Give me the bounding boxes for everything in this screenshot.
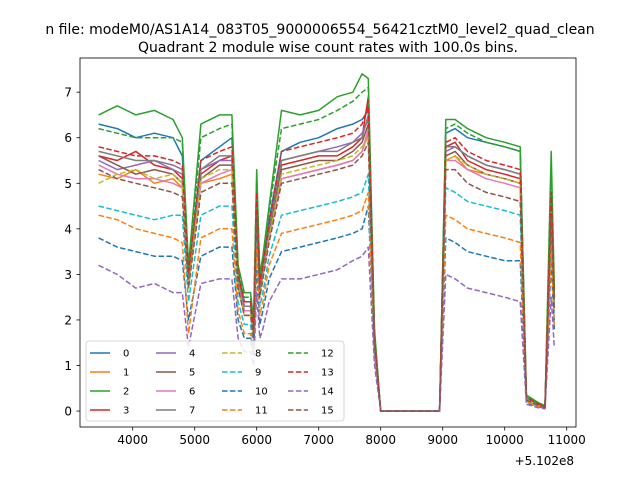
y-tick-label: 7	[64, 86, 72, 100]
legend-label-9: 9	[255, 368, 261, 379]
x-tick-label: 5000	[179, 433, 210, 447]
series-line-15	[98, 141, 556, 412]
series-group	[98, 73, 556, 412]
y-tick-label: 1	[64, 359, 72, 373]
x-tick-label: 11000	[548, 433, 586, 447]
x-tick-label: 9000	[427, 433, 458, 447]
y-tick-label: 2	[64, 313, 72, 327]
legend-box	[85, 340, 345, 422]
x-tick-label: 6000	[241, 433, 272, 447]
series-line-12	[98, 86, 556, 412]
y-tick-label: 3	[64, 268, 72, 282]
series-line-6	[98, 127, 556, 412]
legend-label-2: 2	[123, 387, 129, 398]
legend-label-4: 4	[189, 349, 195, 360]
x-tick-label: 7000	[303, 433, 334, 447]
legend-label-11: 11	[255, 406, 268, 417]
chart-suptitle: n file: modeM0/AS1A14_083T05_9000006554_…	[45, 22, 594, 38]
legend-label-10: 10	[255, 387, 268, 398]
legend-label-1: 1	[123, 368, 129, 379]
legend-label-0: 0	[123, 349, 129, 360]
y-tick-label: 4	[64, 222, 72, 236]
series-line-10	[98, 205, 556, 412]
legend-label-14: 14	[321, 387, 334, 398]
legend-label-13: 13	[321, 368, 334, 379]
series-line-13	[98, 105, 556, 412]
legend-label-12: 12	[321, 349, 334, 360]
chart-title: Quadrant 2 module wise count rates with …	[138, 40, 518, 56]
series-line-14	[98, 246, 556, 412]
legend-label-7: 7	[189, 406, 195, 417]
legend-label-15: 15	[321, 406, 334, 417]
y-tick-label: 5	[64, 177, 72, 191]
legend-label-3: 3	[123, 406, 129, 417]
y-tick-label: 0	[64, 405, 72, 419]
plot-area: 4000 5000 6000 7000 8000 9000 10000 11000012345…	[64, 57, 586, 447]
legend-label-5: 5	[189, 368, 195, 379]
series-line-2	[98, 73, 556, 412]
series-line-9	[98, 173, 556, 412]
x-axis-offset-label: +5.102e8	[515, 454, 574, 468]
y-tick-label: 6	[64, 131, 72, 145]
x-tick-label: 4000	[117, 433, 148, 447]
x-tick-label: 10000	[486, 433, 524, 447]
legend-label-6: 6	[189, 387, 195, 398]
series-line-11	[98, 191, 556, 412]
x-tick-label: 8000	[365, 433, 396, 447]
axes-frame	[79, 57, 577, 428]
series-line-8	[98, 136, 556, 412]
legend-label-8: 8	[255, 349, 261, 360]
